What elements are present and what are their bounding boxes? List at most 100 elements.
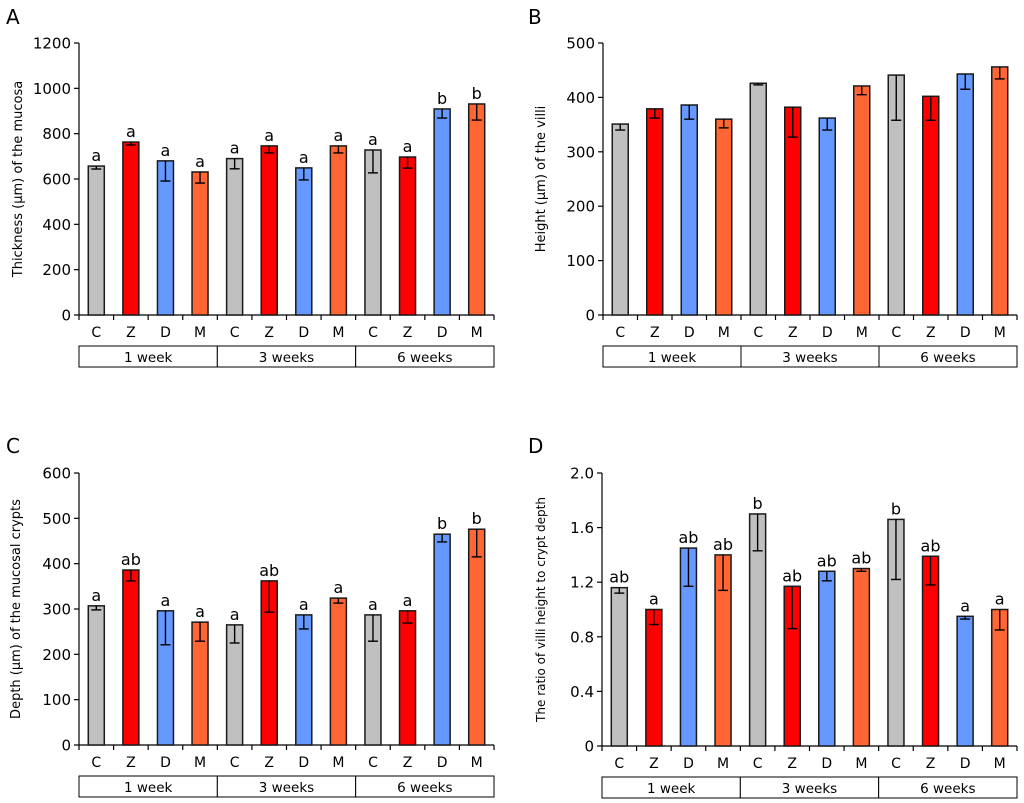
bar-3-weeks-Z [784, 106, 802, 316]
group-label: 6 weeks [920, 350, 975, 366]
x-tick-label: D [684, 325, 695, 341]
significance-label: a [299, 148, 309, 167]
significance-label: a [161, 141, 171, 160]
x-tick-label: M [194, 755, 206, 771]
group-label: 3 weeks [782, 350, 837, 366]
bar-3-weeks-D [295, 167, 313, 316]
significance-label: a [368, 595, 378, 614]
bar-3-weeks-D [818, 117, 836, 316]
significance-label: ab [782, 566, 802, 585]
x-tick-label: M [855, 756, 867, 772]
x-tick-label: M [994, 756, 1006, 772]
chart-panel-d: D 0 0.4 0.8 1.2 1.6 2.0 The ratio of villi heig… [528, 434, 1018, 799]
significance-label: a [91, 586, 101, 605]
bar-1-week-Z [122, 569, 140, 746]
x-tick-label: Z [649, 756, 659, 772]
y-tick-label: 0.8 [570, 628, 594, 646]
y-tick-label: 0.4 [570, 683, 594, 701]
x-tick-label: D [960, 756, 971, 772]
significance-label: ab [713, 535, 733, 554]
y-tick-label: 500 [566, 35, 595, 53]
x-tick-label: Z [787, 756, 797, 772]
x-tick-label: C [753, 325, 763, 341]
x-tick-label: Z [403, 325, 413, 341]
x-tick-label: Z [126, 325, 136, 341]
significance-label: b [891, 499, 901, 518]
y-tick-label: 2.0 [570, 465, 594, 483]
y-tick-label: 1.6 [570, 519, 594, 537]
significance-label: a [161, 591, 171, 610]
chart-panel-c: C 0 100 200 300 400 500 600 Depth (μm) of the mu… [6, 434, 495, 798]
bar-6-weeks-C [364, 149, 382, 316]
y-tick-label: 300 [42, 601, 71, 619]
significance-label: a [195, 602, 205, 621]
bar-6-weeks-Z [398, 156, 417, 316]
significance-label: a [230, 605, 240, 624]
bar-6-weeks-D [956, 615, 974, 747]
bar-6-weeks-D [433, 533, 451, 746]
y-tick-label: 1.2 [570, 574, 594, 592]
significance-label: a [368, 130, 378, 149]
x-tick-label: M [471, 755, 483, 771]
x-tick-label: C [230, 325, 240, 341]
panel-letter: C [6, 434, 20, 458]
bar-3-weeks-M [852, 567, 871, 747]
x-tick-label: D [683, 756, 694, 772]
group-box [355, 345, 495, 368]
x-tick-label: Z [403, 755, 413, 771]
significance-label: a [960, 596, 970, 615]
significance-label: a [403, 591, 413, 610]
significance-label: a [995, 590, 1005, 609]
y-tick-label: 600 [42, 465, 71, 483]
bar-6-weeks-D [956, 73, 974, 316]
x-tick-label: C [891, 756, 901, 772]
significance-label: b [753, 494, 763, 513]
bar-1-week-C [87, 605, 106, 746]
y-tick-label: 0 [61, 307, 71, 325]
significance-label: a [195, 152, 205, 171]
x-tick-label: Z [926, 756, 936, 772]
y-tick-label: 500 [42, 510, 71, 528]
x-tick-label: D [160, 325, 171, 341]
bar-3-weeks-Z [260, 145, 278, 316]
bar-3-weeks-D [295, 614, 313, 746]
group-label: 1 week [647, 781, 696, 797]
x-tick-label: M [471, 325, 483, 341]
bar-3-weeks-M [329, 597, 348, 746]
significance-label: a [333, 126, 343, 145]
significance-label: ab [259, 561, 279, 580]
bar-3-weeks-C [749, 82, 767, 316]
y-axis-label: Height (μm) of the villi [534, 106, 549, 253]
significance-label: a [333, 578, 343, 597]
panel-letter: D [528, 434, 543, 458]
x-tick-label: D [298, 755, 309, 771]
panel-letter: B [528, 5, 542, 29]
x-tick-label: D [821, 756, 832, 772]
group-label: 3 weeks [782, 781, 837, 797]
y-tick-label: 800 [42, 125, 71, 143]
x-tick-label: D [960, 325, 971, 341]
x-tick-label: Z [126, 755, 136, 771]
y-tick-label: 200 [42, 261, 71, 279]
x-tick-label: C [91, 755, 101, 771]
bar-6-weeks-M [991, 66, 1009, 316]
group-box [878, 345, 1018, 368]
x-tick-label: C [614, 756, 624, 772]
group-label: 6 weeks [397, 780, 452, 796]
x-tick-label: M [856, 325, 868, 341]
bar-1-week-D [680, 104, 698, 316]
significance-label: a [264, 126, 274, 145]
x-tick-label: C [230, 755, 240, 771]
chart-panel-a: A 0 200 400 600 800 1000 1200 Thickness (μm) of … [6, 5, 495, 368]
x-tick-label: Z [264, 755, 274, 771]
y-tick-label: 0 [585, 307, 595, 325]
x-tick-label: D [822, 325, 833, 341]
y-tick-label: 300 [566, 143, 595, 161]
x-tick-label: D [160, 755, 171, 771]
group-label: 3 weeks [259, 350, 314, 366]
y-tick-label: 1200 [33, 35, 71, 53]
y-tick-label: 0 [61, 737, 71, 755]
group-label: 3 weeks [259, 780, 314, 796]
bar-3-weeks-C [225, 157, 244, 316]
